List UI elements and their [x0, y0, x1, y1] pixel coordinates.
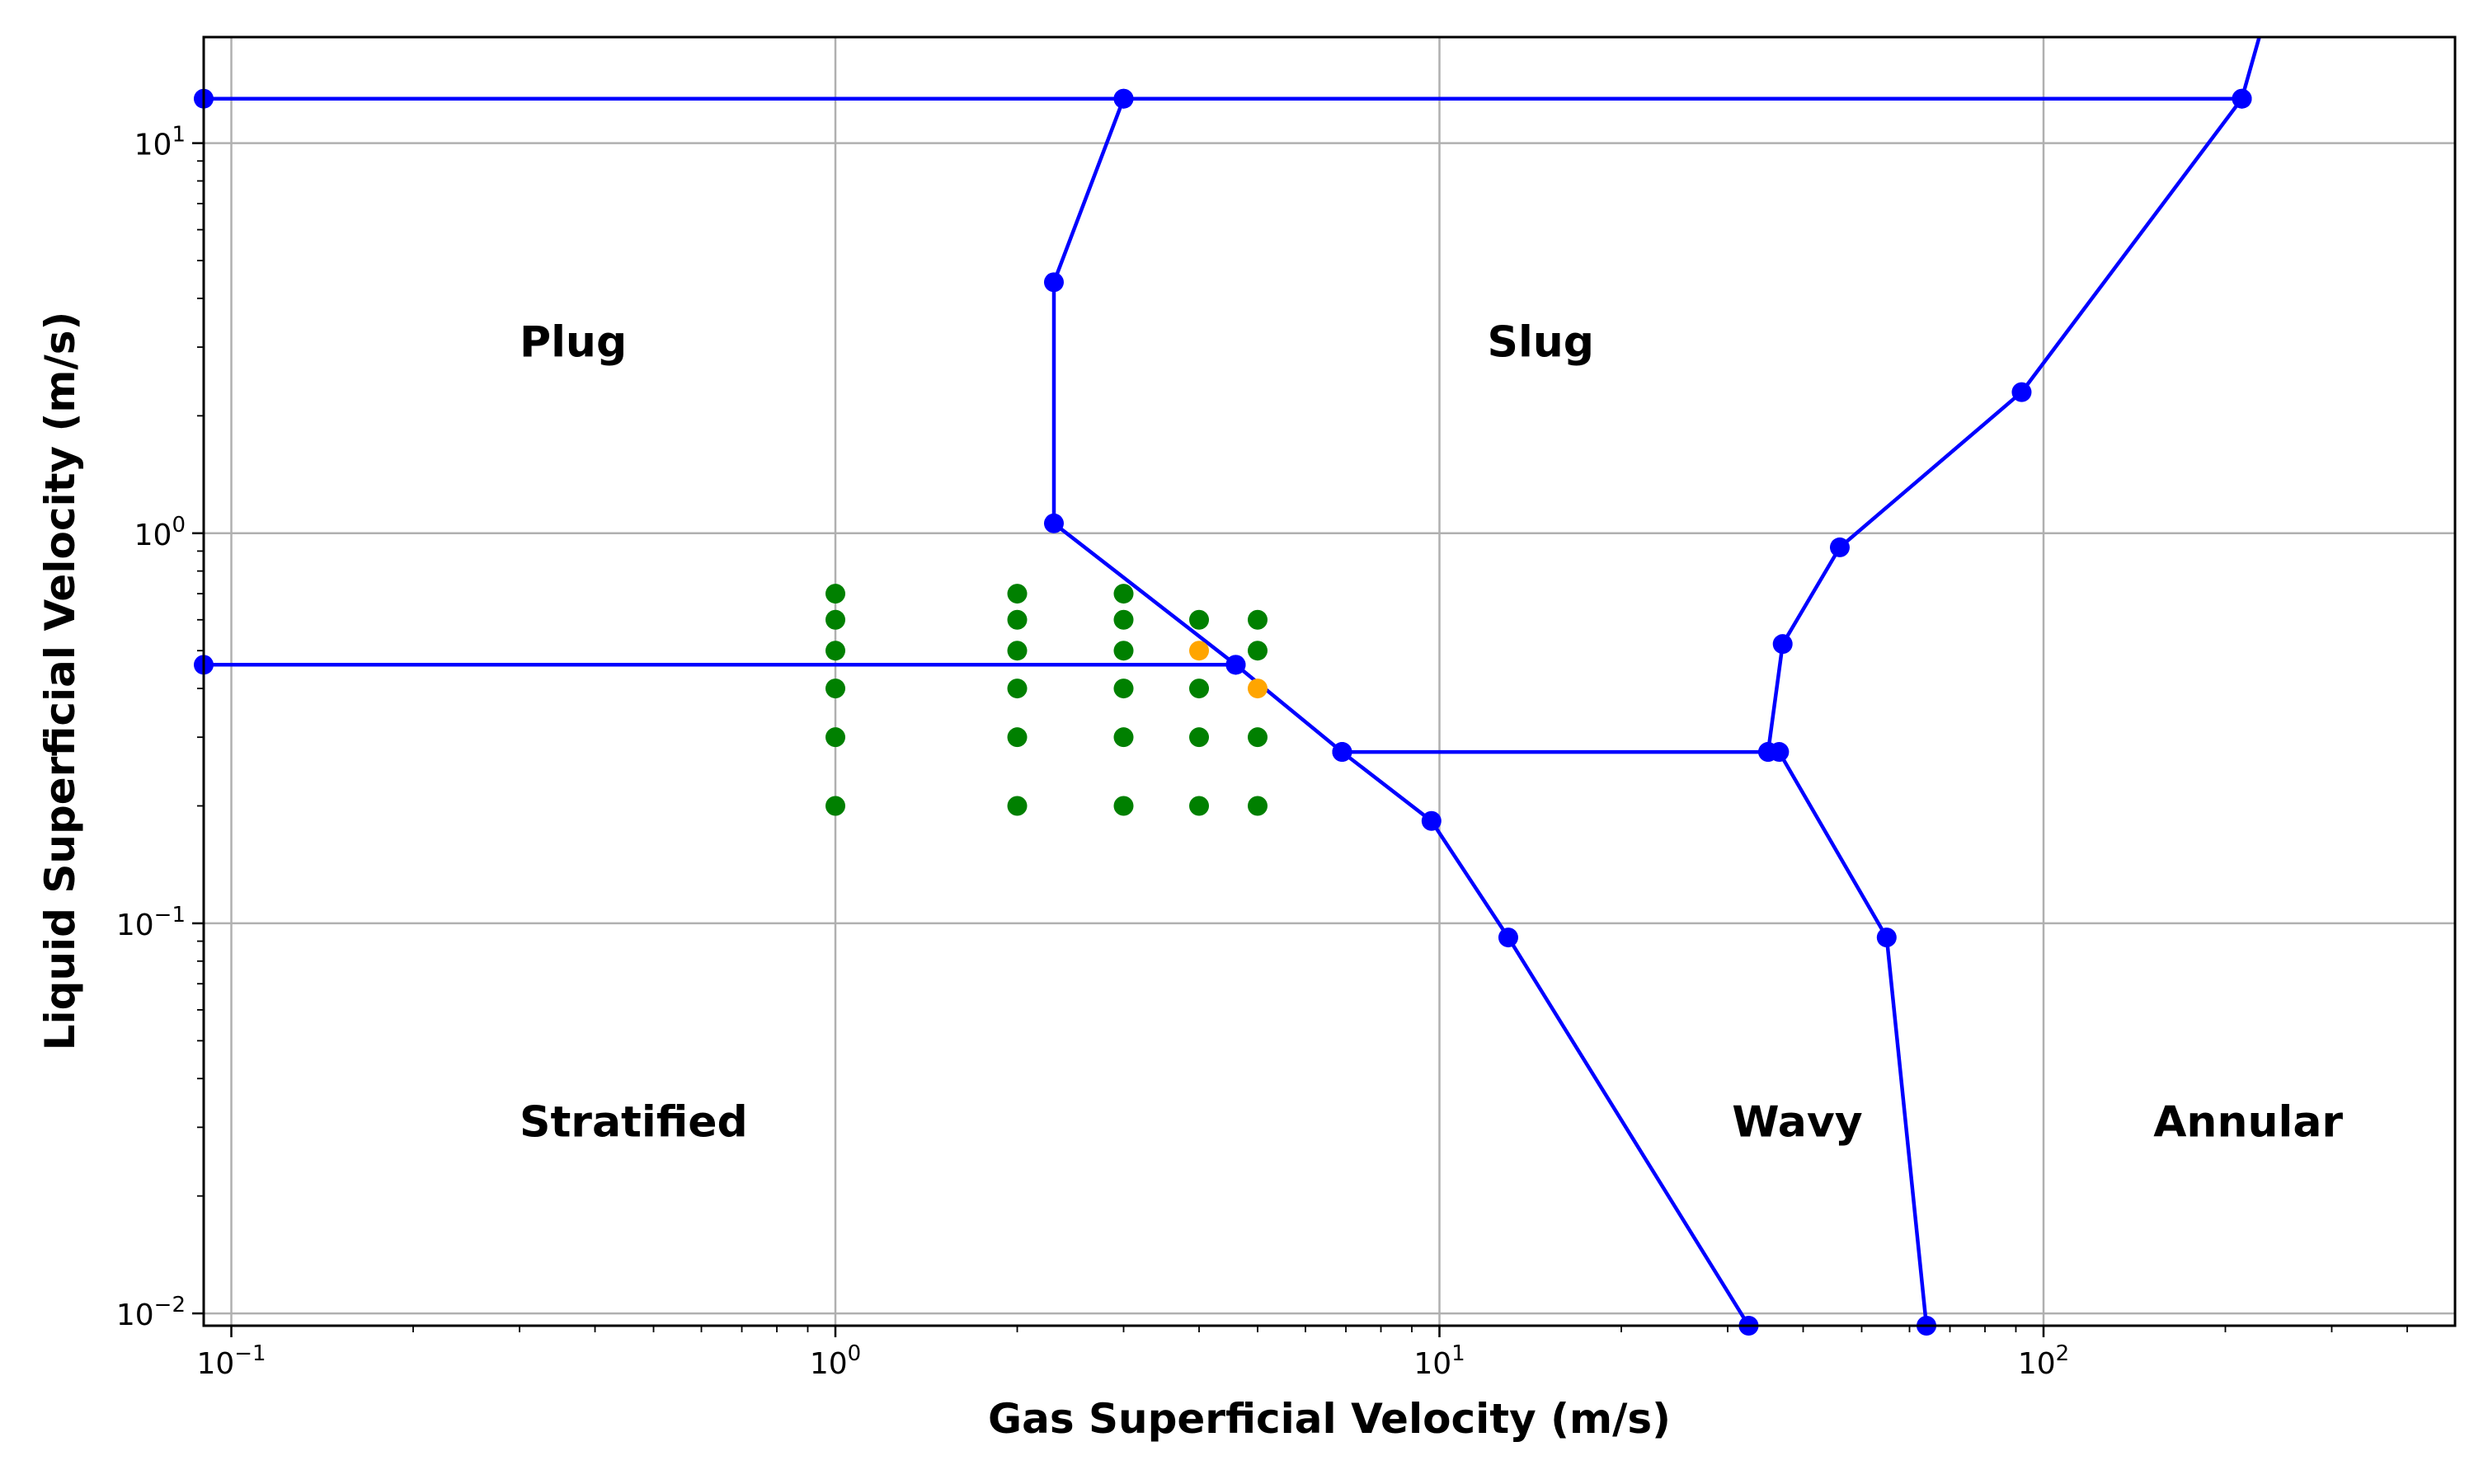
y-tick-label: 100 — [134, 513, 186, 552]
plot-background — [204, 37, 2455, 1326]
test-point — [1248, 796, 1268, 816]
test-point — [1007, 727, 1028, 748]
test-point — [1113, 584, 1134, 604]
test-point — [1248, 727, 1268, 748]
x-tick-label: 102 — [2018, 1341, 2069, 1381]
test-point — [825, 679, 846, 699]
boundary-marker — [1043, 272, 1064, 293]
region-label-slug: Slug — [1488, 317, 1595, 367]
test-point — [1248, 641, 1268, 661]
transition-point — [1189, 641, 1210, 661]
boundary-marker — [1498, 928, 1518, 948]
test-point — [825, 641, 846, 661]
test-point — [1189, 796, 1210, 816]
y-tick-label: 10−1 — [116, 903, 186, 942]
boundary-marker — [1113, 88, 1134, 109]
data-points — [825, 584, 1268, 816]
test-point — [1007, 679, 1028, 699]
boundary-marker — [2232, 88, 2252, 109]
region-label-annular: Annular — [2153, 1098, 2343, 1148]
boundary-markers — [194, 88, 2252, 1336]
region-label-stratified: Stratified — [520, 1098, 748, 1148]
major-ticks — [192, 142, 2045, 1337]
test-point — [825, 609, 846, 630]
boundary-marker — [1225, 655, 1246, 675]
boundary-marker — [1772, 634, 1793, 655]
test-point — [1007, 609, 1028, 630]
x-tick-label: 101 — [1413, 1341, 1465, 1381]
test-point — [1007, 796, 1028, 816]
boundary-line — [1051, 97, 1751, 1326]
test-point — [1113, 679, 1134, 699]
test-point — [1007, 584, 1028, 604]
test-point — [1113, 796, 1134, 816]
test-point — [1113, 609, 1134, 630]
tick-labels: 10−1 100 101 102 10−2 10−1 100 101 — [116, 123, 2069, 1381]
test-point — [1007, 641, 1028, 661]
y-axis-title: Liquid Superficial Velocity (m/s) — [36, 312, 84, 1051]
region-label-wavy: Wavy — [1732, 1098, 1862, 1148]
boundary-marker — [1876, 928, 1897, 948]
boundary-marker — [1421, 810, 1442, 831]
x-tick-label: 100 — [810, 1341, 861, 1381]
boundary-marker — [1769, 742, 1790, 763]
y-tick-label: 101 — [134, 123, 186, 162]
test-point — [825, 727, 846, 748]
x-axis-title: Gas Superficial Velocity (m/s) — [988, 1395, 1671, 1443]
region-label-plug: Plug — [520, 317, 627, 367]
transition-point — [1248, 679, 1268, 699]
boundary-marker — [1043, 513, 1064, 533]
test-point — [1248, 609, 1268, 630]
test-point — [1189, 679, 1210, 699]
test-point — [825, 796, 846, 816]
y-tick-label: 10−2 — [116, 1293, 186, 1332]
boundary-marker — [1829, 537, 1850, 557]
test-point — [1189, 609, 1210, 630]
plot-frame — [202, 35, 2457, 1327]
x-tick-label: 10−1 — [196, 1341, 266, 1381]
region-labels: Plug Slug Stratified Wavy Annular — [520, 317, 2343, 1147]
boundary-marker — [2011, 382, 2032, 402]
boundary-marker — [1332, 742, 1352, 763]
test-point — [1113, 727, 1134, 748]
test-point — [1189, 727, 1210, 748]
test-point — [825, 584, 846, 604]
test-point — [1113, 641, 1134, 661]
